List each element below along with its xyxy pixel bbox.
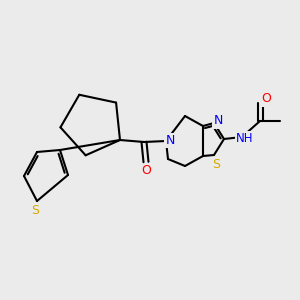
Text: S: S: [212, 158, 220, 170]
Text: N: N: [213, 115, 223, 128]
Text: S: S: [31, 203, 39, 217]
Text: N: N: [165, 134, 175, 146]
Text: O: O: [141, 164, 151, 178]
Text: NH: NH: [236, 131, 254, 145]
Text: O: O: [261, 92, 271, 106]
